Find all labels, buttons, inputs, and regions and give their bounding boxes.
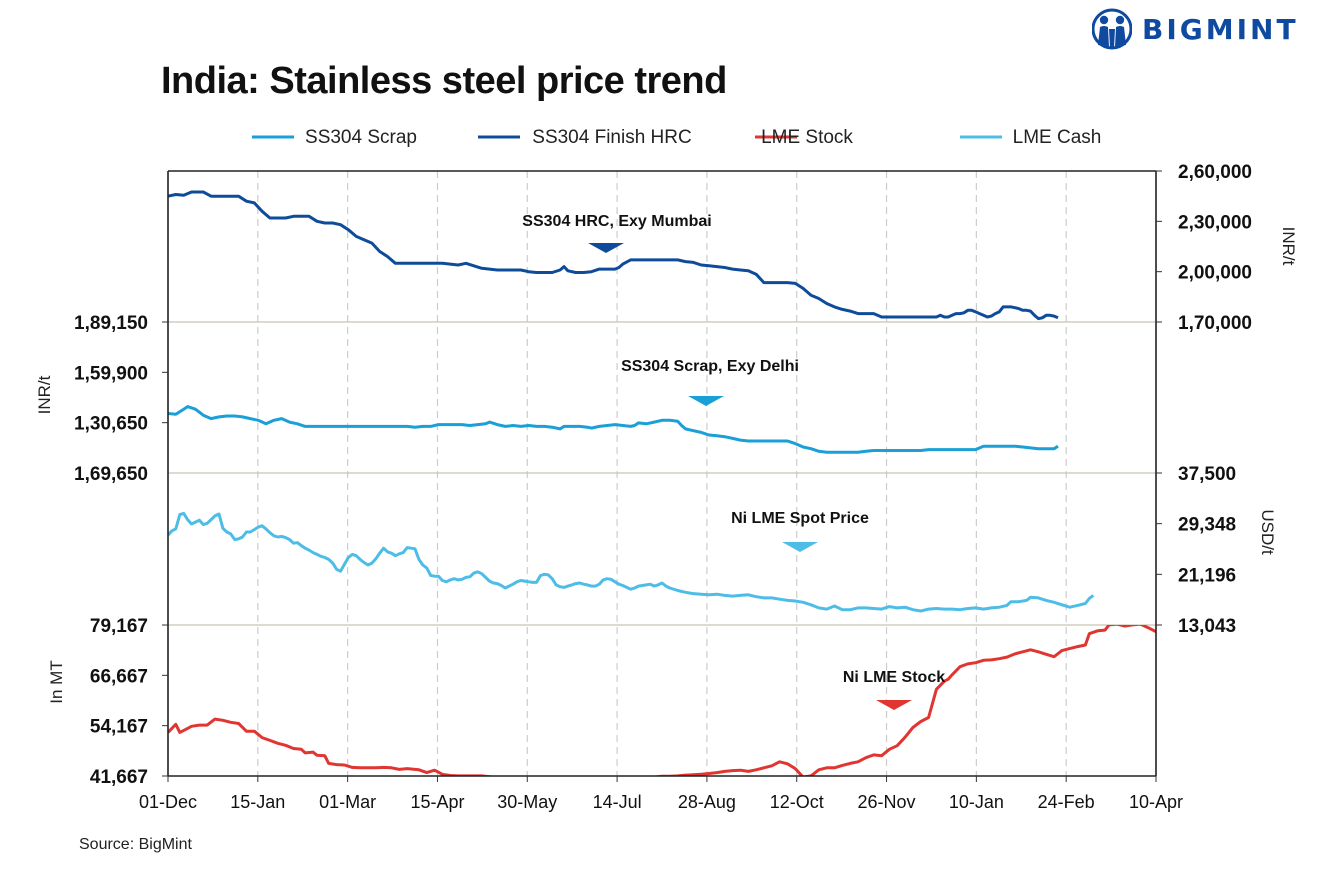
y-tick-label-lme-cash-0: 37,500 — [1178, 464, 1236, 485]
x-tick-label-3: 15-Apr — [410, 792, 464, 812]
y-axis-label-lme-cash: USD/t — [1258, 509, 1277, 555]
x-tick-label-7: 12-Oct — [770, 792, 824, 812]
annotation-marker-hrc — [588, 243, 624, 253]
source-note: Source: BigMint — [79, 836, 192, 853]
y-tick-label-lme-stock-0: 79,167 — [90, 616, 148, 637]
y-tick-label-lme-cash-1: 29,348 — [1178, 515, 1236, 536]
y-tick-label-hrc-0: 2,60,000 — [1178, 162, 1252, 183]
x-tick-label-5: 14-Jul — [593, 792, 642, 812]
chart-grid — [168, 171, 1156, 776]
legend-label-0: SS304 Scrap — [305, 127, 417, 148]
legend: SS304 Scrap SS304 Finish HRC LME Stock LME … — [252, 127, 1101, 148]
x-tick-label-9: 10-Jan — [949, 792, 1004, 812]
x-tick-label-2: 01-Mar — [319, 792, 376, 812]
y-tick-label-scrap-1: 1,59,900 — [74, 363, 148, 384]
y-tick-label-hrc-3: 1,70,000 — [1178, 313, 1252, 334]
people-globe-icon — [1092, 8, 1132, 50]
chart-title: India: Stainless steel price trend — [161, 60, 727, 102]
y-tick-label-scrap-0: 1,89,150 — [74, 313, 148, 334]
bigmint-logo: BIGMINT — [1092, 6, 1299, 52]
y-tick-label-scrap-bottom: 1,69,650 — [74, 464, 148, 485]
series-line-scrap — [168, 405, 1059, 454]
x-tick-label-4: 30-May — [497, 792, 557, 812]
annotation-lme-cash: Ni LME Spot Price — [731, 510, 869, 527]
series-line-lme-stock — [168, 625, 1156, 776]
legend-label-2: LME Stock — [761, 127, 853, 148]
x-tick-label-1: 15-Jan — [230, 792, 285, 812]
annotation-lme-stock: Ni LME Stock — [843, 669, 945, 686]
y-tick-label-lme-stock-1: 66,667 — [90, 666, 148, 687]
x-tick-label-11: 10-Apr — [1129, 792, 1183, 812]
y-tick-label-lme-stock-3: 41,667 — [90, 767, 148, 788]
x-tick-label-6: 28-Aug — [678, 792, 736, 812]
y-axis-label-lme-stock: In MT — [47, 660, 66, 703]
x-tick-label-0: 01-Dec — [139, 792, 197, 812]
y-tick-label-lme-cash-3: 13,043 — [1178, 616, 1236, 637]
y-axis-label-scrap: INR/t — [35, 375, 54, 414]
y-tick-label-hrc-1: 2,30,000 — [1178, 212, 1252, 233]
y-axis-label-hrc: INR/t — [1279, 227, 1298, 266]
y-tick-label-lme-cash-2: 21,196 — [1178, 565, 1236, 586]
x-tick-label-10: 24-Feb — [1038, 792, 1095, 812]
annotations: SS304 HRC, Exy Mumbai SS304 Scrap, Exy De… — [522, 213, 945, 710]
legend-label-1: SS304 Finish HRC — [532, 127, 691, 148]
series-line-lme-cash — [168, 511, 1095, 613]
y-tick-label-hrc-2: 2,00,000 — [1178, 263, 1252, 284]
x-tick-label-8: 26-Nov — [858, 792, 916, 812]
annotation-hrc: SS304 HRC, Exy Mumbai — [522, 213, 711, 230]
annotation-scrap: SS304 Scrap, Exy Delhi — [621, 358, 799, 375]
axes: 01-Dec 15-Jan 01-Mar 15-Apr 30-May 14-Jul 28-A… — [35, 162, 1298, 812]
y-tick-label-lme-stock-2: 54,167 — [90, 717, 148, 738]
annotation-marker-lme-stock — [876, 700, 912, 710]
legend-label-3: LME Cash — [1013, 127, 1102, 148]
series-line-hrc — [168, 190, 1059, 321]
y-tick-label-scrap-2: 1,30,650 — [74, 414, 148, 435]
logo-wordmark: BIGMINT — [1142, 12, 1299, 46]
annotation-marker-lme-cash — [782, 542, 818, 552]
series-layer — [168, 190, 1156, 776]
annotation-marker-scrap — [688, 396, 724, 406]
